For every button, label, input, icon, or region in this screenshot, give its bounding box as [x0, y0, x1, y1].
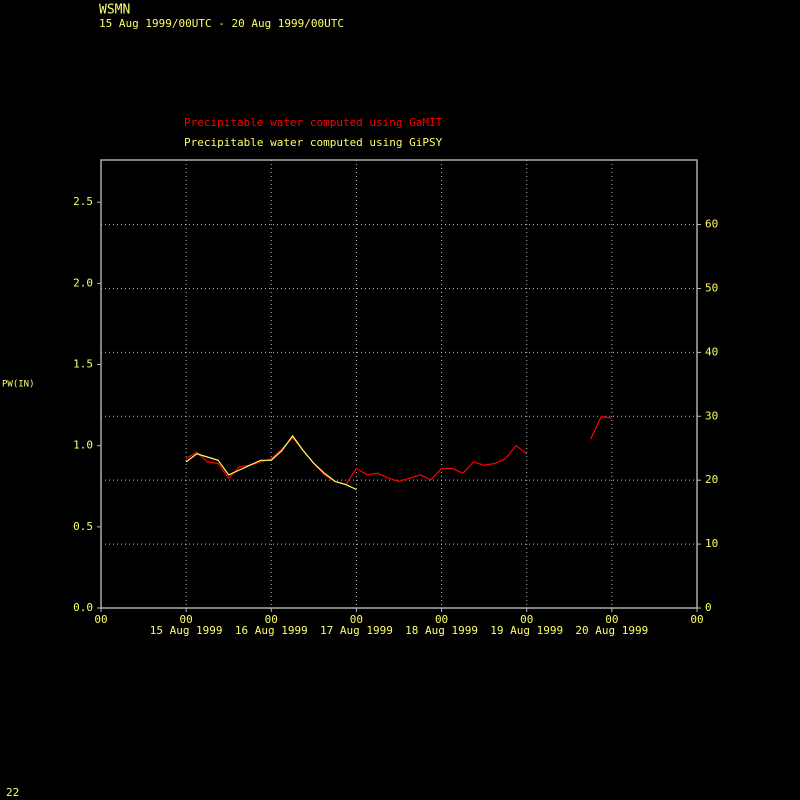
y-axis-label: PW(IN): [2, 380, 35, 390]
y2-tick-label: 40: [705, 345, 718, 358]
footer: 22: [6, 786, 19, 799]
data-line: [185, 415, 612, 486]
x-date-label: 19 Aug 1999: [490, 624, 563, 637]
x-tick-label: 00: [180, 613, 193, 626]
x-date-label: 18 Aug 1999: [405, 624, 478, 637]
y-tick-label: 2.0: [73, 276, 93, 289]
chart-subtitle: 15 Aug 1999/00UTC - 20 Aug 1999/00UTC: [99, 17, 344, 30]
y2-tick-label: 30: [705, 409, 718, 422]
x-tick-label: 00: [350, 613, 363, 626]
y2-tick-label: 60: [705, 218, 718, 231]
x-date-label: 20 Aug 1999: [575, 624, 648, 637]
x-tick-label: 00: [520, 613, 533, 626]
y2-tick-label: 0: [705, 601, 712, 614]
y-tick-label: 0.0: [73, 601, 93, 614]
legend-label: Precipitable water computed using GiPSY: [184, 136, 443, 149]
legend-label: Precipitable water computed using GaMIT: [184, 116, 443, 129]
y2-tick-label: 10: [705, 537, 718, 550]
x-tick-label: 00: [690, 613, 703, 626]
y2-tick-label: 20: [705, 473, 718, 486]
x-date-label: 16 Aug 1999: [235, 624, 308, 637]
x-tick-label: 00: [94, 613, 107, 626]
x-date-label: 17 Aug 1999: [320, 624, 393, 637]
x-tick-label: 00: [435, 613, 448, 626]
x-date-label: 15 Aug 1999: [150, 624, 223, 637]
y-tick-label: 0.5: [73, 520, 93, 533]
y-tick-label: 1.0: [73, 439, 93, 452]
x-tick-label: 00: [265, 613, 278, 626]
data-line: [185, 434, 357, 491]
y-tick-label: 2.5: [73, 195, 93, 208]
y-tick-label: 1.5: [73, 358, 93, 371]
plot-frame: [100, 159, 698, 609]
chart-title: WSMN: [99, 3, 130, 18]
y2-tick-label: 50: [705, 281, 718, 294]
x-tick-label: 00: [605, 613, 618, 626]
